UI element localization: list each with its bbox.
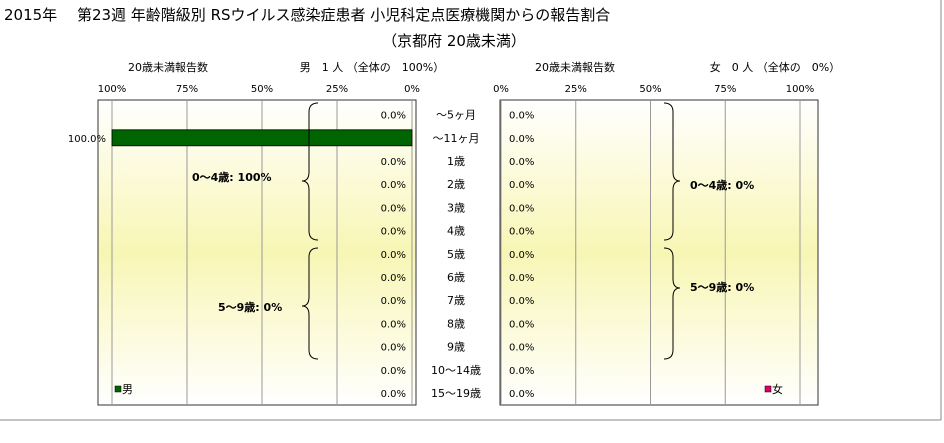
female-tick-label: 25% [565,84,587,95]
male-bar [111,129,413,147]
male-value-label: 100.0% [68,134,106,145]
female-value-label: 0.0% [509,296,534,307]
female-group-label-0-4: 0～4歳: 0% [690,178,754,192]
female-legend-swatch [764,385,772,393]
female-axis-title: 20歳未満報告数 [535,61,615,74]
female-value-label: 0.0% [509,366,534,377]
male-tick-label: 50% [251,84,273,95]
age-category-label: 2歳 [447,178,465,191]
age-category-label: 6歳 [447,271,465,284]
male-tick-label: 0% [404,84,420,95]
male-brace-5-9 [301,247,319,360]
male-plot-area [97,99,417,406]
female-brace-0-4 [663,102,681,241]
female-tick-label: 75% [714,84,736,95]
male-value-label: 0.0% [381,180,406,191]
age-category-label: 7歳 [447,294,465,307]
male-value-label: 0.0% [381,273,406,284]
male-value-label: 0.0% [381,343,406,354]
male-value-label: 0.0% [381,366,406,377]
male-legend-swatch [114,385,122,393]
male-value-label: 0.0% [381,389,406,400]
age-category-label: ～11ヶ月 [433,132,480,145]
male-legend-label: 男 [122,383,133,396]
male-value-label: 0.0% [381,296,406,307]
female-value-label: 0.0% [509,157,534,168]
female-legend-label: 女 [772,382,783,396]
male-value-label: 0.0% [381,111,406,122]
female-value-label: 0.0% [509,250,534,261]
male-value-label: 0.0% [381,319,406,330]
male-value-label: 0.0% [381,250,406,261]
female-value-label: 0.0% [509,203,534,214]
male-value-label: 0.0% [381,203,406,214]
female-plot-area [499,99,819,406]
male-tick-label: 75% [176,84,198,95]
female-value-label: 0.0% [509,180,534,191]
male-tick-label: 100% [98,84,127,95]
female-value-label: 0.0% [509,389,534,400]
chart-title-line2: （京都府 20歳未満） [382,32,526,50]
age-category-label: ～5ヶ月 [436,109,476,122]
female-brace-5-9 [663,247,681,360]
female-tick-label: 100% [786,84,815,95]
age-category-label: 15～19歳 [431,387,481,400]
female-value-label: 0.0% [509,111,534,122]
age-category-label: 9歳 [447,341,465,354]
female-summary: 女 0 人 （全体の 0%） [710,60,840,74]
chart-title-line1: 2015年 第23週 年齢階級別 RSウイルス感染症患者 小児科定点医療機関から… [4,6,610,24]
female-group-label-5-9: 5～9歳: 0% [690,280,754,294]
male-axis-title: 20歳未満報告数 [128,61,208,74]
age-category-label: 8歳 [447,317,465,330]
female-value-label: 0.0% [509,227,534,238]
age-category-label: 5歳 [447,248,465,261]
age-category-label: 1歳 [447,155,465,168]
male-value-label: 0.0% [381,227,406,238]
male-summary: 男 1 人 （全体の 100%） [300,60,444,74]
male-group-label-0-4: 0～4歳: 100% [192,170,272,184]
female-tick-label: 0% [493,84,509,95]
male-value-label: 0.0% [381,157,406,168]
male-brace-0-4 [301,102,319,241]
male-group-label-5-9: 5～9歳: 0% [218,300,282,314]
female-tick-label: 50% [639,84,661,95]
age-category-label: 10～14歳 [431,364,481,377]
female-value-label: 0.0% [509,134,534,145]
male-tick-label: 25% [326,84,348,95]
female-value-label: 0.0% [509,273,534,284]
age-category-label: 3歳 [447,201,465,214]
female-value-label: 0.0% [509,343,534,354]
female-value-label: 0.0% [509,319,534,330]
age-category-label: 4歳 [447,225,465,238]
